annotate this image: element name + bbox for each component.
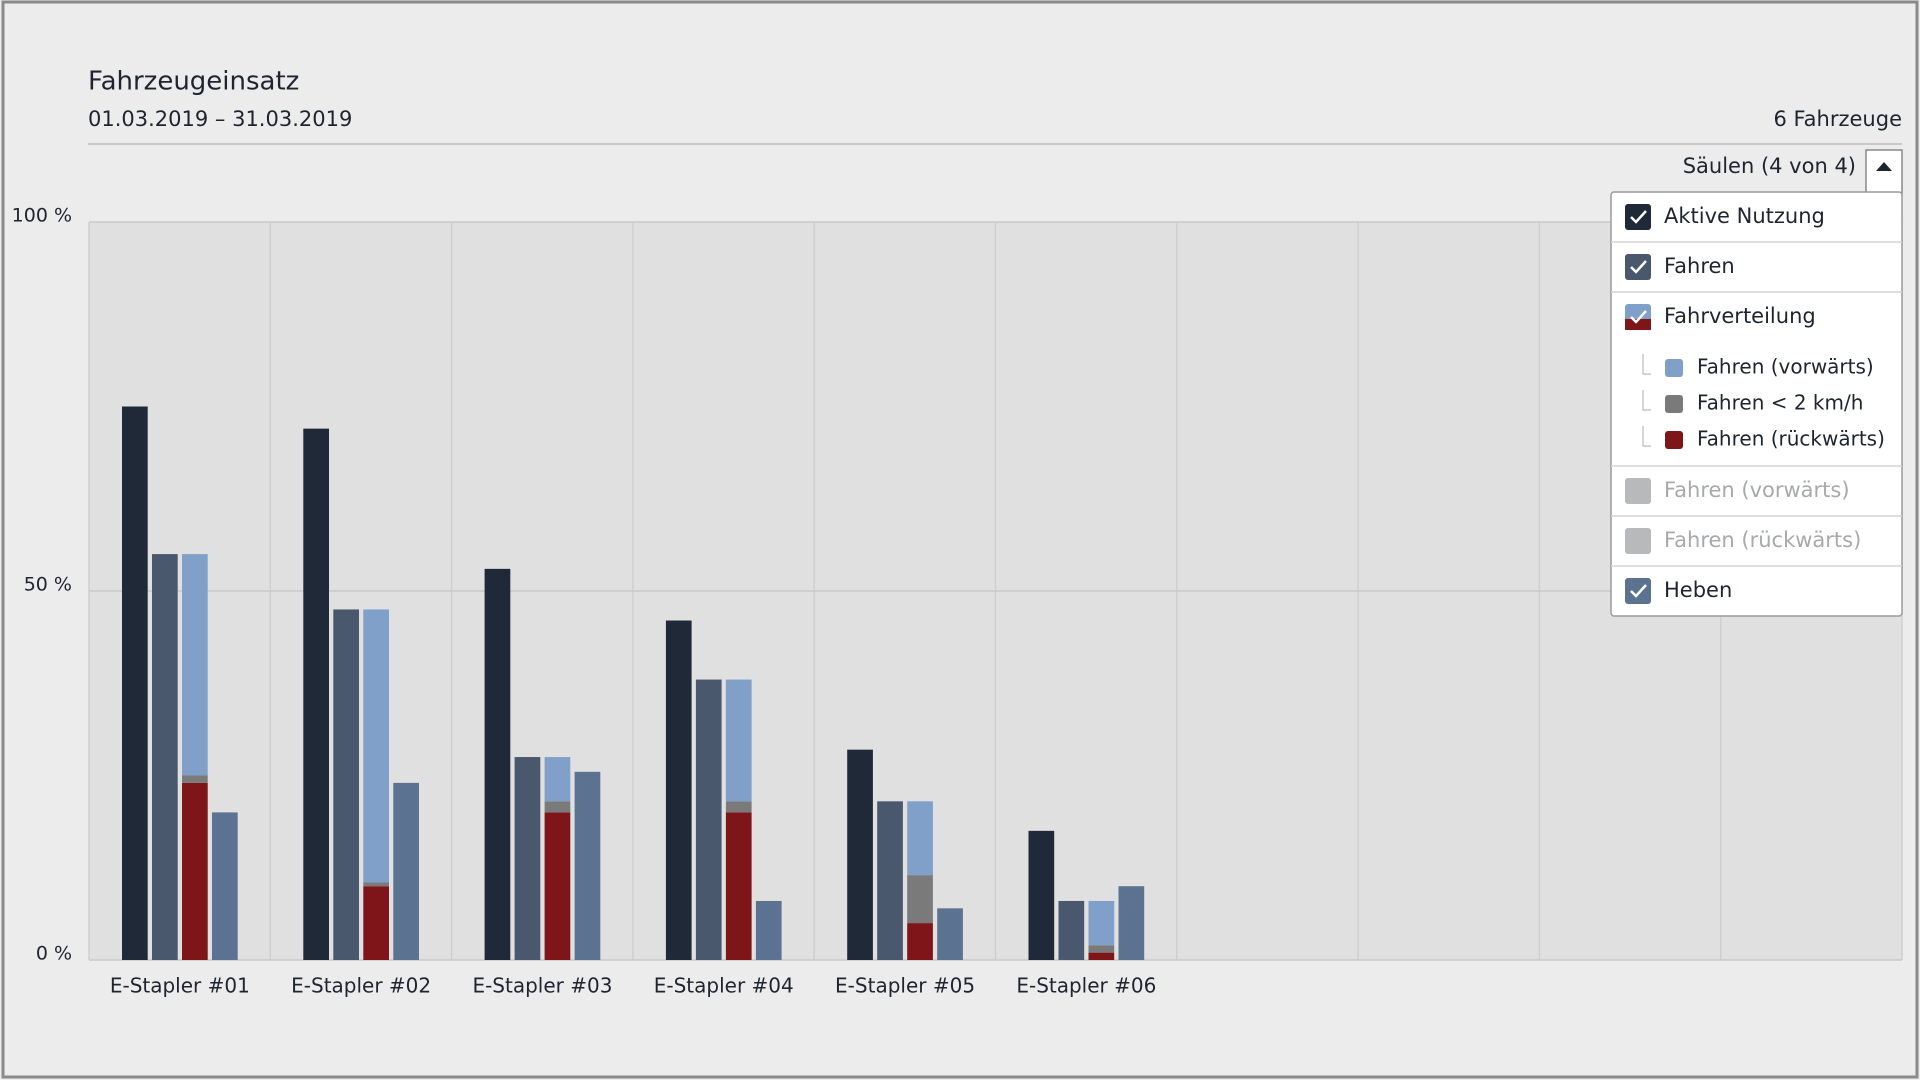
legend-sublabel[interactable]: Fahren < 2 km/h bbox=[1697, 391, 1863, 415]
x-tick-label: E-Stapler #04 bbox=[654, 974, 794, 998]
bar-segment bbox=[1088, 945, 1115, 953]
x-tick-label: E-Stapler #01 bbox=[110, 974, 250, 998]
legend-label[interactable]: Fahren bbox=[1664, 254, 1735, 278]
chart-subtitle: 01.03.2019 – 31.03.2019 bbox=[88, 107, 352, 131]
bar-segment bbox=[907, 801, 933, 876]
bar-segment bbox=[363, 609, 389, 883]
bar bbox=[877, 801, 903, 960]
bar-segment bbox=[725, 679, 752, 802]
legend-toggle-button[interactable] bbox=[1865, 149, 1903, 195]
toggle-arrow[interactable] bbox=[1876, 162, 1892, 171]
plot-area: 0 % 50 % 100 % E-Stapler #01 E-Stapler #02 E-… bbox=[12, 205, 1903, 998]
bar bbox=[1058, 900, 1085, 960]
legend-checkbox[interactable] bbox=[1625, 204, 1651, 230]
bar bbox=[152, 554, 178, 960]
legend-swatch[interactable] bbox=[1665, 359, 1683, 377]
legend-toggle-label[interactable]: Säulen (4 von 4) bbox=[1683, 154, 1856, 178]
bar bbox=[303, 428, 329, 960]
bar bbox=[514, 757, 541, 960]
chart-title: Fahrzeugeinsatz bbox=[88, 67, 299, 97]
bar bbox=[484, 568, 511, 960]
legend-box bbox=[1610, 191, 1903, 617]
legend-checkbox-part[interactable] bbox=[1625, 319, 1651, 330]
legend-checkbox[interactable] bbox=[1625, 578, 1651, 604]
check-mark[interactable] bbox=[1630, 210, 1647, 224]
bar-segment bbox=[1088, 900, 1115, 946]
bar bbox=[1118, 886, 1145, 960]
bar-segment bbox=[907, 923, 933, 960]
bar-segment bbox=[182, 554, 208, 776]
legend-checkbox[interactable] bbox=[1625, 528, 1651, 554]
vehicle-count: 6 Fahrzeuge bbox=[1773, 107, 1902, 131]
bar-segment bbox=[544, 801, 571, 813]
bar-segment bbox=[1088, 952, 1115, 960]
bar bbox=[122, 406, 148, 960]
legend-checkbox[interactable] bbox=[1625, 478, 1651, 504]
bar-segment bbox=[907, 875, 933, 924]
legend-label[interactable]: Fahren (vorwärts) bbox=[1664, 478, 1850, 502]
x-tick-label: E-Stapler #02 bbox=[291, 974, 431, 998]
bar-segment bbox=[544, 812, 571, 960]
bar-segment bbox=[725, 812, 752, 960]
legend-sublabel[interactable]: Fahren (rückwärts) bbox=[1697, 427, 1885, 451]
legend-label[interactable]: Fahren (rückwärts) bbox=[1664, 528, 1861, 552]
bar-segment bbox=[363, 882, 389, 887]
toggle-box[interactable] bbox=[1865, 149, 1903, 195]
bar bbox=[333, 609, 359, 960]
tree-line bbox=[1642, 390, 1651, 411]
bar bbox=[574, 771, 601, 960]
legend-swatch[interactable] bbox=[1665, 431, 1683, 449]
legend-checkbox[interactable] bbox=[1625, 254, 1651, 280]
bar bbox=[847, 749, 873, 960]
bar bbox=[937, 908, 963, 960]
check-mark[interactable] bbox=[1630, 260, 1647, 274]
bar-segment bbox=[725, 801, 752, 813]
bar-segment bbox=[363, 886, 389, 960]
bar-segment bbox=[182, 782, 208, 960]
legend-label[interactable]: Aktive Nutzung bbox=[1664, 204, 1825, 228]
bar bbox=[755, 900, 782, 960]
bar bbox=[1028, 830, 1055, 960]
legend-panel: Aktive Nutzung Fahren Fahrverteilung Fahren… bbox=[1610, 191, 1903, 617]
bar bbox=[695, 679, 722, 960]
tree-line bbox=[1642, 354, 1651, 375]
check-mark[interactable] bbox=[1630, 310, 1647, 324]
bar-segment bbox=[544, 757, 571, 802]
bar bbox=[212, 812, 238, 960]
legend-swatch[interactable] bbox=[1665, 395, 1683, 413]
bar bbox=[393, 782, 419, 960]
check-mark[interactable] bbox=[1630, 584, 1647, 598]
x-tick-label: E-Stapler #05 bbox=[835, 974, 975, 998]
x-tick-label: E-Stapler #06 bbox=[1016, 974, 1156, 998]
bar-segment bbox=[182, 775, 208, 783]
tree-line bbox=[1642, 426, 1651, 447]
legend-label[interactable]: Fahrverteilung bbox=[1664, 304, 1816, 328]
y-tick-label: 0 % bbox=[36, 943, 72, 965]
y-tick-label: 50 % bbox=[24, 574, 72, 596]
y-tick-label: 100 % bbox=[12, 205, 72, 227]
legend-sublabel[interactable]: Fahren (vorwärts) bbox=[1697, 355, 1874, 379]
legend-label[interactable]: Heben bbox=[1664, 578, 1732, 602]
bar bbox=[665, 620, 692, 960]
x-tick-label: E-Stapler #03 bbox=[472, 974, 612, 998]
